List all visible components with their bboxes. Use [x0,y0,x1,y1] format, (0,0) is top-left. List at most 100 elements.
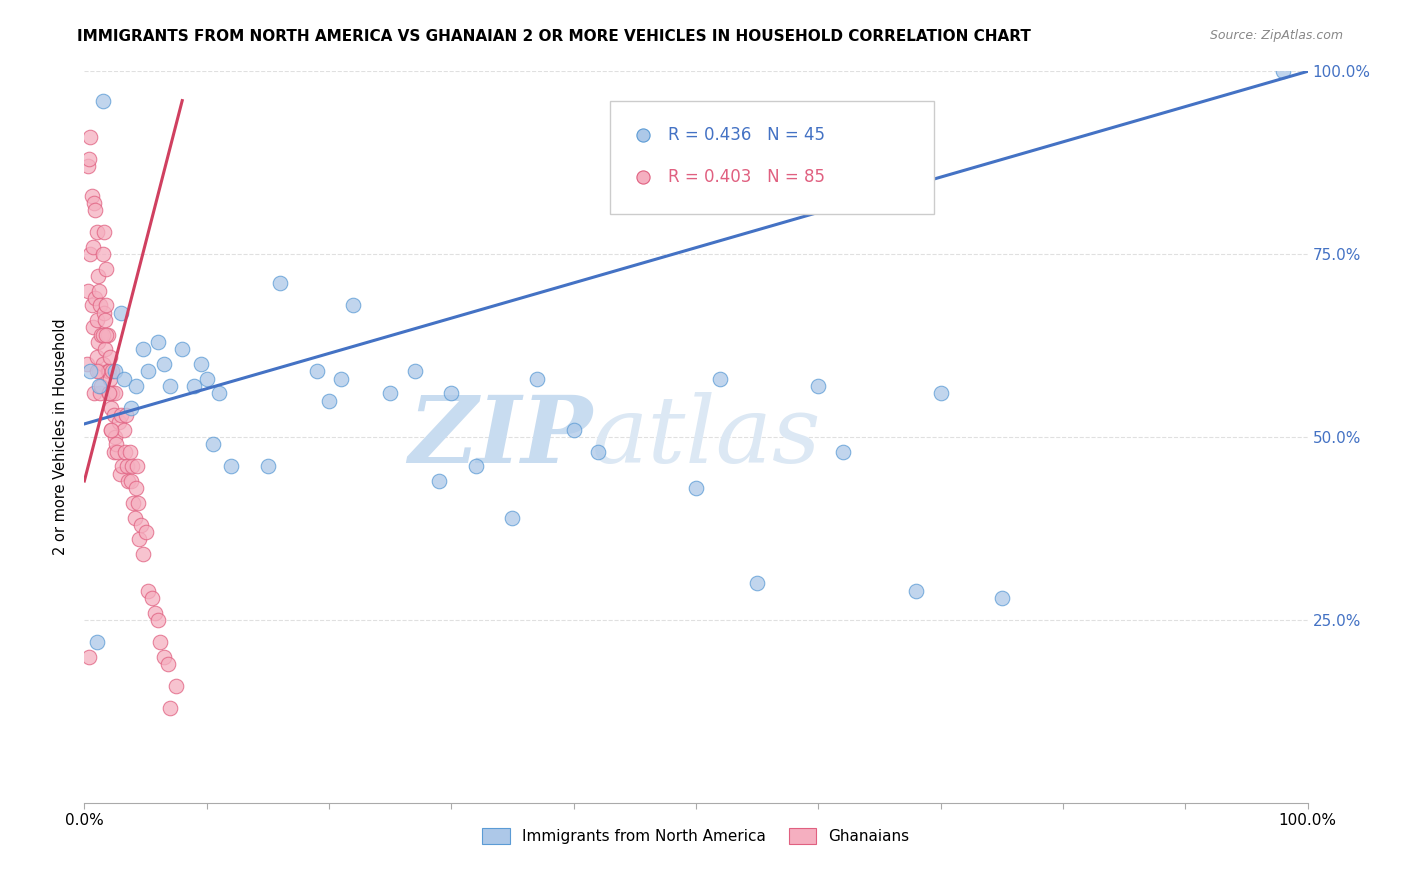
Point [120,474,142,488]
Point [100,423,122,437]
Point [96,261,118,276]
Point [112,371,135,385]
Point [146,613,169,627]
Point [97,364,120,378]
Point [86,225,108,239]
Point [269,277,291,291]
Point [125,459,148,474]
Text: IMMIGRANTS FROM NORTH AMERICA VS GHANAIAN 2 OR MORE VEHICLES IN HOUSEHOLD CORREL: IMMIGRANTS FROM NORTH AMERICA VS GHANAIA… [77,29,1031,44]
Point [82,320,104,334]
Point [135,525,157,540]
Point [380,386,402,401]
Point [132,547,155,561]
Point [94,313,117,327]
Point [118,444,141,458]
Point [86,350,108,364]
Point [172,343,194,357]
Point [121,459,143,474]
Point [562,423,585,437]
Y-axis label: 2 or more Vehicles in Household: 2 or more Vehicles in Household [53,318,69,556]
Point [90,379,112,393]
Point [80,298,103,312]
Point [93,225,115,239]
Point [108,467,131,481]
Point [97,386,120,401]
Point [905,583,928,598]
Text: R = 0.403   N = 85: R = 0.403 N = 85 [668,169,825,186]
Point [111,459,134,474]
Point [83,386,105,401]
Point [136,583,159,598]
Point [91,247,114,261]
Point [89,386,111,401]
Point [633,128,655,142]
Point [84,203,107,218]
Point [165,679,187,693]
Point [91,94,114,108]
Point [153,357,176,371]
Point [110,408,132,422]
Point [1272,64,1295,78]
Point [305,364,328,378]
Point [96,298,118,312]
Point [146,334,169,349]
Point [80,188,103,202]
Point [143,606,166,620]
Point [87,269,110,284]
Point [125,379,148,393]
Point [104,386,127,401]
Point [87,364,110,378]
Point [104,430,127,444]
Point [153,649,176,664]
Point [502,510,524,524]
Text: R = 0.436   N = 45: R = 0.436 N = 45 [668,126,825,144]
Point [76,357,98,371]
Point [208,386,231,401]
Point [112,423,135,437]
Point [77,284,100,298]
Point [87,334,110,349]
Point [404,364,426,378]
Point [83,196,105,211]
Text: Source: ZipAtlas.com: Source: ZipAtlas.com [1209,29,1343,42]
Point [79,247,101,261]
Point [122,496,145,510]
Point [124,510,146,524]
Point [89,298,111,312]
Point [709,371,731,385]
Point [77,649,100,664]
Text: atlas: atlas [592,392,821,482]
Point [149,635,172,649]
Point [107,416,129,430]
Point [159,700,181,714]
Point [87,379,110,393]
Point [464,459,486,474]
Point [440,386,463,401]
Point [831,444,853,458]
Point [991,591,1014,605]
Point [190,357,212,371]
Point [104,364,127,378]
Text: ZIP: ZIP [408,392,592,482]
Point [132,343,155,357]
Point [110,306,132,320]
Point [141,591,163,605]
Point [127,496,149,510]
Point [342,298,364,312]
Point [87,284,110,298]
Point [120,401,142,415]
Point [91,357,114,371]
Point [86,635,108,649]
Point [136,364,159,378]
Point [586,444,609,458]
Point [91,327,114,342]
Point [86,313,108,327]
Point [93,306,115,320]
Point [103,444,125,458]
Point [526,371,548,385]
Point [159,379,181,393]
Point [101,386,124,401]
Point [98,350,121,364]
Point [101,364,124,378]
Point [114,444,136,458]
